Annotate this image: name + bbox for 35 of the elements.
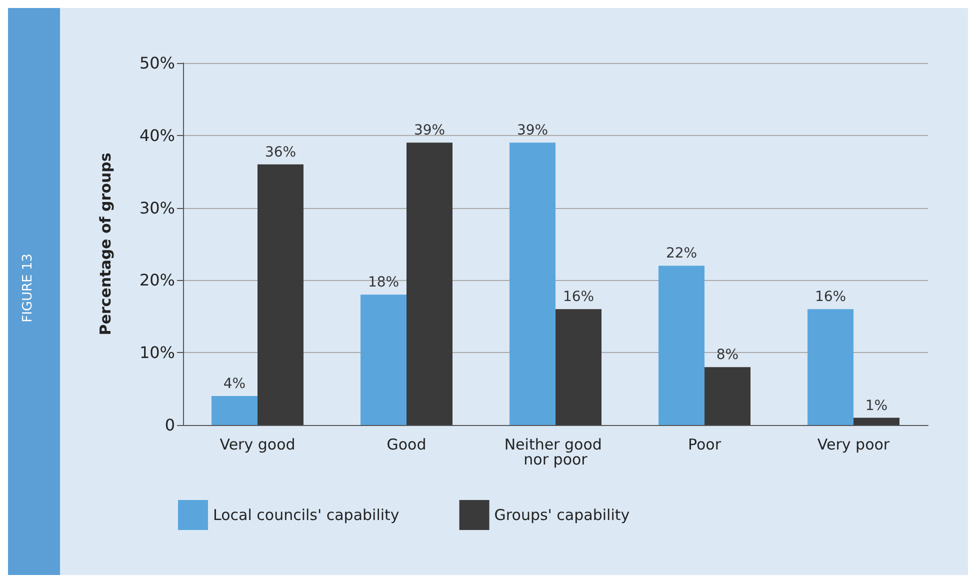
bar: [258, 164, 304, 425]
bar: [510, 142, 556, 425]
bar: [360, 294, 406, 425]
text: FIGURE 13: [20, 254, 36, 322]
bar: [556, 309, 602, 425]
x-tick-label: Good: [386, 436, 426, 454]
data-label: 1%: [865, 398, 888, 414]
bar: [704, 367, 750, 425]
x-tick-label: Neither good nor poor: [504, 436, 607, 468]
legend-label: Local councils' capability: [213, 506, 400, 524]
y-axis-title: Percentage of groups: [96, 152, 114, 336]
legend-label: Groups' capability: [494, 506, 630, 524]
data-label: 18%: [368, 274, 400, 291]
x-tick-label: Very good: [220, 436, 296, 454]
data-label: 22%: [666, 246, 698, 262]
y-tick-label: 50%: [139, 54, 175, 72]
data-label: 39%: [414, 122, 446, 139]
data-label: 8%: [716, 347, 739, 364]
bar: [212, 396, 258, 425]
bar: [406, 142, 452, 425]
x-tick-label: Poor: [688, 436, 722, 454]
y-tick-label: 20%: [139, 270, 175, 290]
bar: [808, 309, 854, 425]
y-tick-label: 10%: [139, 343, 175, 362]
data-label: 16%: [814, 289, 846, 306]
x-tick-label: Very poor: [817, 436, 890, 454]
y-tick-label: 40%: [139, 126, 175, 145]
data-label: 39%: [516, 122, 548, 139]
y-tick-label: 30%: [139, 198, 175, 218]
data-label: 16%: [562, 289, 594, 306]
bar: [854, 418, 900, 425]
bar: [658, 266, 704, 425]
y-tick-label: 0: [164, 416, 175, 434]
data-label: 36%: [264, 144, 296, 160]
data-label: 4%: [223, 376, 246, 392]
